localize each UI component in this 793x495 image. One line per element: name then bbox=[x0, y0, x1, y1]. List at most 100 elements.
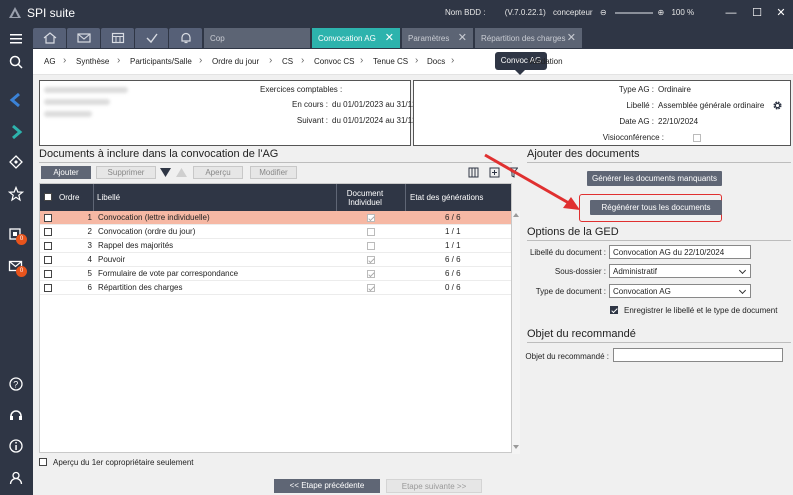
visio-checkbox[interactable] bbox=[693, 134, 701, 142]
select-all-checkbox[interactable] bbox=[44, 193, 52, 201]
step-convoc-ag-active[interactable]: Convoc AG bbox=[495, 52, 547, 70]
step-synthese[interactable]: Synthèse bbox=[76, 57, 110, 66]
row-label: Convocation (ordre du jour) bbox=[98, 227, 196, 236]
first-owner-preview-checkbox[interactable] bbox=[39, 458, 47, 466]
export-columns-icon[interactable] bbox=[468, 167, 479, 178]
previous-step-button[interactable]: << Etape précédente bbox=[274, 479, 380, 493]
user-profile-icon[interactable] bbox=[5, 467, 27, 489]
row-checkbox[interactable] bbox=[44, 256, 52, 264]
code-icon[interactable] bbox=[5, 151, 27, 173]
step-participants[interactable]: Participants/Salle bbox=[130, 57, 192, 66]
svg-text:?: ? bbox=[13, 380, 18, 390]
chevron-right-icon: › bbox=[269, 55, 273, 66]
filter-icon[interactable] bbox=[508, 167, 518, 178]
step-cs[interactable]: CS bbox=[282, 57, 294, 66]
table-row[interactable]: 1 Convocation (lettre individuelle) 6 / … bbox=[40, 211, 511, 225]
table-row[interactable]: 5 Formulaire de vote par correspondance … bbox=[40, 267, 511, 281]
tab-notifications[interactable] bbox=[169, 28, 202, 48]
support-headset-icon[interactable] bbox=[5, 404, 27, 426]
step-validation[interactable]: Validation bbox=[528, 57, 563, 66]
row-individual-checkbox bbox=[367, 228, 375, 236]
step-ag[interactable]: AG bbox=[44, 57, 56, 66]
minimize-button[interactable]: — bbox=[725, 7, 737, 19]
row-checkbox[interactable] bbox=[44, 270, 52, 278]
add-box-icon[interactable] bbox=[489, 167, 500, 178]
col-libelle[interactable]: Libellé bbox=[97, 193, 121, 202]
tab-convocation-ag[interactable]: Convocation AG ✕ bbox=[312, 28, 400, 48]
ged-doctype-select[interactable]: Convocation AG bbox=[609, 284, 751, 298]
exercices-panel: Exercices comptables : En cours : du 01/… bbox=[39, 80, 437, 146]
tab-label: Répartition des charges bbox=[481, 34, 566, 43]
tab-parametres[interactable]: Paramètres ✕ bbox=[402, 28, 473, 48]
redacted-address bbox=[44, 99, 110, 105]
documents-section-title: Documents à inclure dans la convocation … bbox=[39, 148, 279, 160]
table-row[interactable]: 6 Répartition des charges 0 / 6 bbox=[40, 281, 511, 295]
ged-subfolder-select[interactable]: Administratif bbox=[609, 264, 751, 278]
add-document-button[interactable]: Ajouter bbox=[41, 166, 91, 179]
calendar-icon bbox=[111, 32, 125, 44]
maximize-button[interactable]: ☐ bbox=[752, 7, 762, 19]
tab-repartition-charges[interactable]: Répartition des charges ✕ bbox=[475, 28, 582, 48]
envelope-icon bbox=[77, 33, 91, 43]
recommande-input[interactable] bbox=[613, 348, 783, 362]
row-checkbox[interactable] bbox=[44, 284, 52, 292]
table-row[interactable]: 2 Convocation (ordre du jour) 1 / 1 bbox=[40, 225, 511, 239]
zoom-in-icon[interactable]: ⊕ bbox=[657, 8, 665, 17]
search-icon[interactable] bbox=[5, 51, 27, 73]
table-row[interactable]: 3 Rappel des majorités 1 / 1 bbox=[40, 239, 511, 253]
close-tab-icon[interactable]: ✕ bbox=[384, 32, 394, 44]
col-etat-generations[interactable]: Etat des générations bbox=[410, 193, 484, 202]
row-individual-checkbox bbox=[367, 284, 375, 292]
scroll-up-icon[interactable] bbox=[513, 213, 519, 217]
tab-tasks[interactable] bbox=[135, 28, 168, 48]
app-logo-icon bbox=[9, 7, 21, 18]
table-row[interactable]: 4 Pouvoir 6 / 6 bbox=[40, 253, 511, 267]
ged-libelle-input[interactable]: Convocation AG du 22/10/2024 bbox=[609, 245, 751, 259]
step-tenue-cs[interactable]: Tenue CS bbox=[373, 57, 409, 66]
star-icon[interactable] bbox=[5, 183, 27, 205]
row-checkbox[interactable] bbox=[44, 214, 52, 222]
row-checkbox[interactable] bbox=[44, 228, 52, 236]
move-up-triangle-icon[interactable] bbox=[176, 168, 187, 177]
step-docs[interactable]: Docs bbox=[427, 57, 446, 66]
home-icon bbox=[43, 32, 57, 44]
next-step-button[interactable]: Etape suivante >> bbox=[386, 479, 482, 493]
preview-button[interactable]: Aperçu bbox=[193, 166, 243, 179]
edit-document-button[interactable]: Modifier bbox=[250, 166, 297, 179]
zoom-level: 100 % bbox=[671, 8, 695, 17]
visio-label: Visioconférence : bbox=[602, 133, 664, 142]
zoom-slider[interactable] bbox=[614, 11, 653, 14]
col-ordre[interactable]: Ordre bbox=[59, 193, 80, 202]
row-order: 2 bbox=[87, 227, 92, 236]
tab-calendar[interactable] bbox=[101, 28, 134, 48]
libelle-ag-label: Libellé : bbox=[626, 101, 654, 110]
delete-document-button[interactable]: Supprimer bbox=[96, 166, 156, 179]
add-documents-title: Ajouter des documents bbox=[527, 148, 640, 160]
tab-mail[interactable] bbox=[67, 28, 100, 48]
settings-gear-icon[interactable] bbox=[772, 100, 783, 111]
recommande-label: Objet du recommandé : bbox=[525, 352, 609, 361]
row-checkbox[interactable] bbox=[44, 242, 52, 250]
scroll-down-icon[interactable] bbox=[513, 445, 519, 449]
nav-forward-chevron-icon[interactable] bbox=[5, 121, 27, 143]
close-tab-icon[interactable]: ✕ bbox=[457, 32, 467, 44]
close-tab-icon[interactable]: ✕ bbox=[566, 32, 576, 44]
help-icon[interactable]: ? bbox=[5, 373, 27, 395]
regenerate-all-button[interactable]: Régénérer tous les documents bbox=[590, 200, 722, 215]
col-document-individuel[interactable]: Document Individuel bbox=[346, 188, 384, 207]
row-individual-checkbox bbox=[367, 256, 375, 264]
step-ordre-du-jour[interactable]: Ordre du jour bbox=[212, 57, 260, 66]
close-window-button[interactable]: ✕ bbox=[776, 7, 786, 19]
nav-back-chevron-icon[interactable] bbox=[5, 89, 27, 111]
tab-home[interactable] bbox=[33, 28, 66, 48]
generate-missing-button[interactable]: Générer les documents manquants bbox=[587, 171, 722, 186]
info-icon[interactable] bbox=[5, 435, 27, 457]
divider bbox=[527, 240, 791, 241]
zoom-out-icon[interactable]: ⊖ bbox=[599, 8, 607, 17]
tab-cop[interactable]: Cop bbox=[204, 28, 310, 48]
move-down-triangle-icon[interactable] bbox=[160, 168, 171, 177]
table-scrollbar[interactable] bbox=[512, 211, 520, 454]
step-convoc-cs[interactable]: Convoc CS bbox=[314, 57, 355, 66]
menu-icon[interactable] bbox=[5, 27, 27, 49]
save-label-type-checkbox[interactable] bbox=[610, 306, 618, 314]
